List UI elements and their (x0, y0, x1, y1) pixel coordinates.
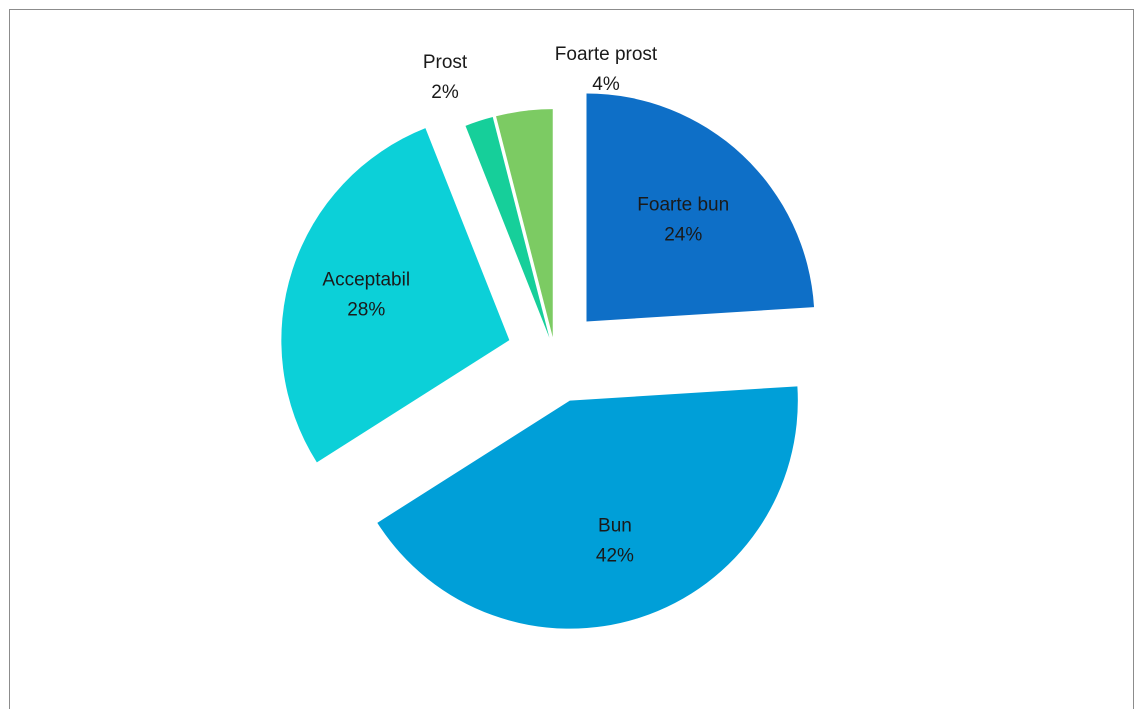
slice-label: Bun (598, 515, 632, 536)
slice-percent-label: 24% (664, 224, 702, 245)
slice-percent-label: 2% (431, 82, 459, 103)
slice-label: Foarte prost (555, 44, 658, 65)
slice-percent-label: 4% (592, 74, 620, 95)
pie-chart: Foarte bun 24% Bun 42% Acceptabil 28% Prost 2% F… (281, 44, 815, 629)
slice-label: Acceptabil (322, 270, 410, 291)
pie-slice-acceptabil (281, 128, 510, 463)
slice-label: Prost (423, 52, 468, 73)
chart-frame: Foarte bun 24% Bun 42% Acceptabil 28% Prost 2% F… (9, 9, 1134, 709)
pie-slice-bun (377, 386, 798, 629)
slice-percent-label: 42% (596, 545, 634, 566)
slice-label: Foarte bun (637, 194, 729, 215)
pie-slice-foarte-bun (586, 93, 815, 322)
pie-slice-prost (465, 117, 550, 338)
slice-percent-label: 28% (347, 300, 385, 321)
pie-slice-foarte-prost (496, 109, 553, 338)
